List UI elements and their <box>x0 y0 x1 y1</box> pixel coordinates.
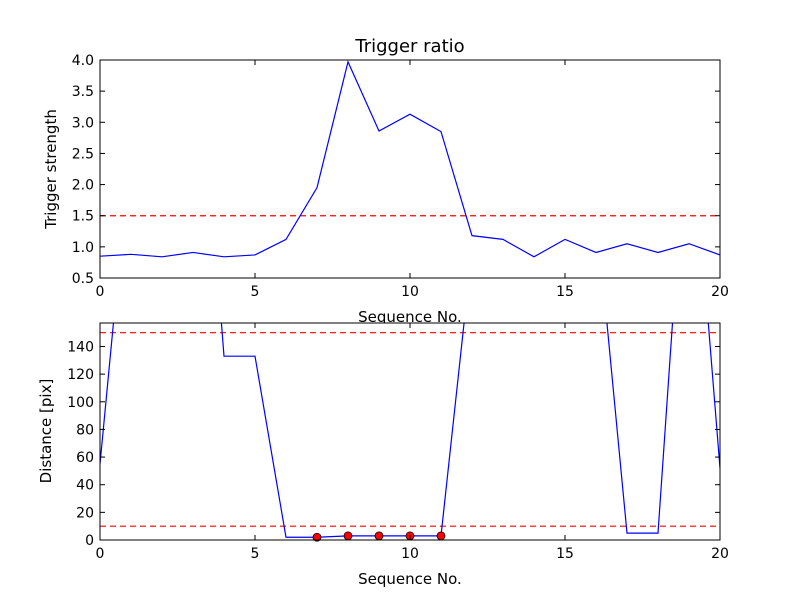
top-y-tick-label: 1.5 <box>72 209 94 225</box>
bottom-y-tick-label: 140 <box>67 339 94 355</box>
top-x-axis-label: Sequence No. <box>358 308 462 326</box>
bottom-y-tick-label: 20 <box>76 505 94 521</box>
bottom-chart: 0 5 10 15 20 0 20 40 60 80 100 120 140 Sequence No.… <box>37 322 729 588</box>
bottom-marker-point <box>436 531 446 541</box>
top-chart: 0 5 10 15 20 0.5 1.0 1.5 2.0 2.5 3.0 3.5 4.0 Trigge… <box>42 36 729 326</box>
bottom-y-tick-label: 100 <box>67 395 94 411</box>
top-chart-title: Trigger ratio <box>354 36 464 57</box>
bottom-y-axis-label: Distance [pix] <box>37 379 55 484</box>
top-y-tick-label: 2.0 <box>72 178 94 194</box>
bottom-y-tick-label: 80 <box>76 422 94 438</box>
top-x-tick-label: 0 <box>96 284 105 300</box>
top-x-tick-label: 15 <box>556 284 574 300</box>
top-x-tick-label: 10 <box>401 284 419 300</box>
bottom-y-tick-label: 40 <box>76 478 94 494</box>
bottom-y-tick-label: 60 <box>76 450 94 466</box>
bottom-x-tick-label: 20 <box>711 546 729 562</box>
top-y-tick-label: 0.5 <box>72 271 94 287</box>
bottom-marker-point <box>312 532 322 542</box>
top-x-tick-label: 5 <box>251 284 260 300</box>
top-y-tick-label: 2.5 <box>72 146 94 162</box>
bottom-x-axis-label: Sequence No. <box>358 570 462 588</box>
bottom-x-tick-label: 0 <box>96 546 105 562</box>
top-y-tick-label: 3.5 <box>72 84 94 100</box>
bottom-x-tick-label: 15 <box>556 546 574 562</box>
bottom-x-tick-label: 5 <box>251 546 260 562</box>
bottom-marker-point <box>343 531 353 541</box>
top-y-tick-label: 4.0 <box>72 53 94 69</box>
top-y-tick-label: 1.0 <box>72 240 94 256</box>
bottom-x-tick-label: 10 <box>401 546 419 562</box>
bottom-y-tick-label: 120 <box>67 367 94 383</box>
top-plot-area <box>100 60 720 278</box>
bottom-y-tick-label: 0 <box>85 533 94 549</box>
bottom-marker-point <box>374 531 384 541</box>
top-y-tick-label: 3.0 <box>72 115 94 131</box>
top-series-line-0 <box>100 60 720 258</box>
bottom-plot-area <box>100 323 720 540</box>
top-x-tick-label: 20 <box>711 284 729 300</box>
top-y-axis-label: Trigger strength <box>42 109 60 230</box>
